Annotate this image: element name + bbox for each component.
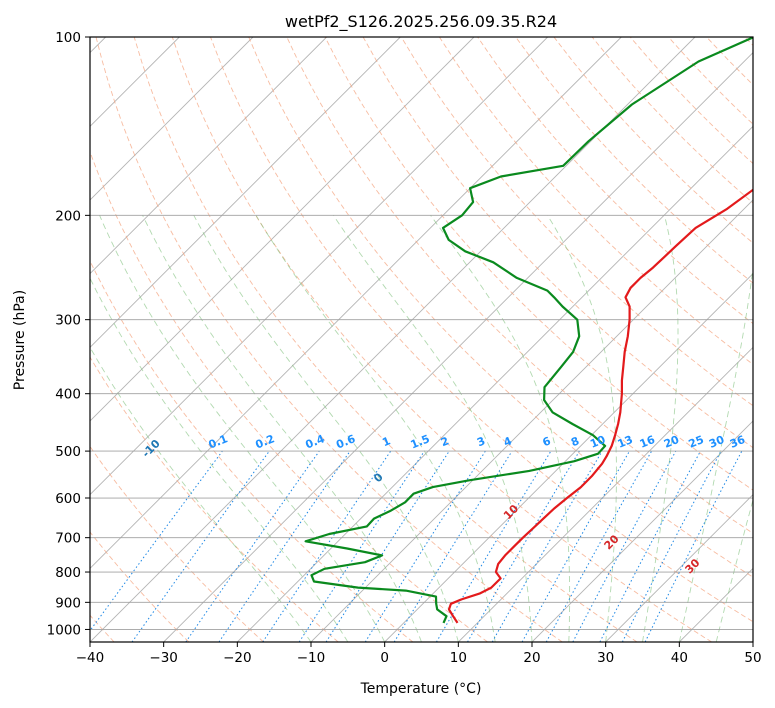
isotherm-line [90, 37, 327, 275]
isotherm-line [90, 37, 548, 496]
y-tick-label: 700 [55, 531, 81, 547]
moist-adiabat [142, 215, 422, 642]
moist-adiabat [90, 346, 312, 642]
dry-adiabat [210, 37, 753, 623]
moist-adiabat [430, 215, 571, 642]
isotherm-line [384, 273, 753, 642]
y-tick-label: 500 [55, 444, 81, 460]
isotherm-line [163, 52, 753, 642]
isotherm-line [90, 37, 254, 201]
x-axis-ticks: −40 −30 −20 −10 0 10 20 30 40 50 [76, 642, 762, 666]
y-tick-label: 1000 [47, 622, 81, 638]
y-tick-label: 900 [55, 595, 81, 611]
isohume-line [325, 450, 450, 642]
isotherm-line [458, 346, 753, 642]
pressure-gridlines [90, 37, 753, 630]
dry-adiabat [133, 37, 638, 642]
moist-adiabat [642, 215, 679, 642]
moist-adiabat [678, 264, 753, 642]
isohume-line [572, 450, 677, 642]
x-tick-label: −40 [76, 650, 105, 666]
dry-adiabat [90, 259, 414, 642]
y-tick-label: 400 [55, 387, 81, 403]
x-tick-label: −30 [149, 650, 178, 666]
isohume-label: 13 [616, 433, 635, 451]
isotherm-line [90, 37, 622, 569]
temperature-line [447, 188, 753, 624]
y-tick-label: 600 [55, 491, 81, 507]
isohume-label: 36 [728, 433, 747, 451]
y-axis-label: Pressure (hPa) [12, 290, 28, 390]
isohume-label: 20 [662, 433, 681, 451]
dry-adiabat [95, 37, 563, 642]
isotherm-line [237, 125, 753, 642]
moist-adiabat [99, 215, 386, 642]
moist-adiabat [547, 215, 617, 642]
isohume-label: 25 [687, 433, 706, 451]
dry-adiabat [248, 37, 753, 578]
isohume-label: 30 [707, 433, 726, 451]
isohume-label: 8 [569, 434, 581, 449]
isohume-line [393, 450, 513, 642]
isotherm-line [531, 420, 753, 642]
isohume-label: 3 [475, 434, 487, 449]
x-tick-label: −20 [223, 650, 252, 666]
x-tick-label: −10 [297, 650, 326, 666]
x-tick-label: 10 [450, 650, 467, 666]
dry-adiabat [171, 37, 712, 642]
isotherm-line [90, 37, 475, 422]
isotherm-line [605, 494, 753, 642]
isohume-line [521, 450, 630, 642]
isohume-line [90, 450, 223, 632]
isohume-label: 2 [439, 434, 451, 449]
profiles [304, 37, 753, 624]
isohume-label: 1 [380, 434, 392, 449]
y-tick-label: 800 [55, 565, 81, 581]
isohume-label: 10 [588, 433, 607, 451]
x-tick-label: 0 [380, 650, 389, 666]
y-tick-label: 100 [55, 30, 81, 46]
dry-adiabat [400, 37, 753, 407]
x-tick-label: 30 [597, 650, 614, 666]
dry-adiabat [324, 37, 753, 491]
dry-adiabat [90, 356, 339, 642]
isohume-line [185, 450, 320, 642]
isohume-line [644, 450, 743, 642]
moist-adiabat [193, 215, 459, 642]
x-tick-label: 40 [671, 650, 688, 666]
plot-frame [89, 36, 754, 643]
chart-title: wetPf2_S126.2025.256.09.35.R24 [285, 12, 557, 32]
dry-adiabat [439, 37, 753, 365]
dry-adiabat [90, 531, 190, 642]
isotherm-line [90, 37, 401, 348]
dewpoint-line [304, 37, 753, 624]
plot-area [90, 37, 753, 642]
x-tick-label: 50 [744, 650, 761, 666]
isohume-line [131, 450, 270, 642]
moist-adiabat [333, 215, 533, 642]
x-axis-label: Temperature (°C) [360, 681, 482, 697]
line-labels: 0.10.20.40.611.52346810131620253036-100-… [140, 432, 748, 576]
isohume-line [545, 450, 653, 642]
dry-adiabat [90, 445, 264, 642]
x-tick-label: 20 [523, 650, 540, 666]
y-tick-label: 200 [55, 208, 81, 224]
dry-adiabat [515, 37, 753, 284]
y-axis-ticks: 100 200 300 400 500 600 700 800 900 1000 [47, 30, 90, 638]
background-lines [90, 37, 753, 642]
dry-adiabat [90, 150, 488, 642]
y-tick-label: 300 [55, 313, 81, 329]
isohume-line [262, 450, 392, 642]
isohume-label: 16 [638, 433, 657, 451]
isohume-line [218, 450, 351, 642]
